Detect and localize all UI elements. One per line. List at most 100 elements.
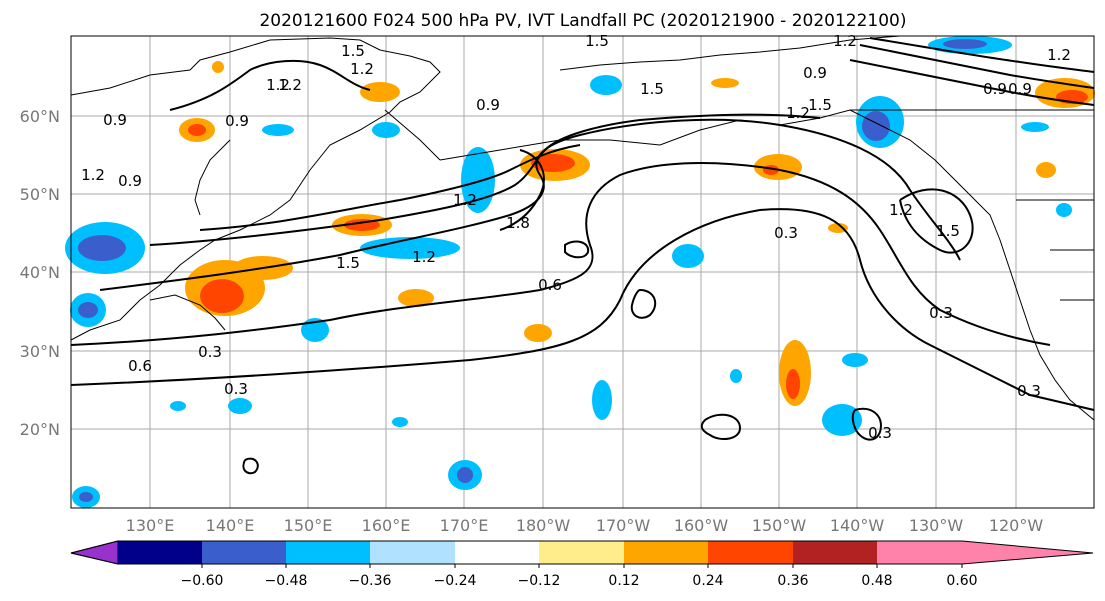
contour-label: 0.3 [1017,382,1041,400]
ivt-negative-blob [862,111,890,141]
contour-closed-small [242,457,259,475]
ivt-negative-blob [372,122,400,138]
ivt-positive-blob [711,78,739,88]
ivt-negative-blob [672,244,704,268]
ivt-negative-blob [457,467,473,483]
colorbar-min-extension [70,540,119,565]
contour-0-3 [70,208,1095,411]
contour-0-6 [70,162,1051,346]
ivt-positive-blob [360,82,400,102]
contour-1-2-north [169,59,371,111]
ivt-negative-blob [392,417,408,427]
ivt-negative-blob [78,302,98,318]
contour-label: 1.5 [936,222,960,240]
colorbar-segment [286,541,370,564]
contour-label: 1.5 [585,32,609,50]
contour-label: 1.2 [412,248,436,266]
ivt-negative-blob [943,39,987,49]
colorbar-segment [455,541,539,564]
colorbar-segment [370,541,455,564]
contour-label: 0.3 [774,224,798,242]
contour-1-2 [149,113,821,246]
ivt-negative-blob [78,235,126,261]
colorbar-tick-label: −0.24 [434,573,477,589]
contour-label: 1.5 [336,254,360,272]
ivt-positive-blob [828,223,848,233]
contour-label: 0.6 [128,357,152,375]
contour-label: 1.2 [1047,46,1071,64]
contour-1-2-northeast [859,44,1095,89]
colorbar-tick-label: 0.24 [692,573,723,589]
colorbar-segment [539,541,624,564]
latitude-labels: 60°N 50°N 40°N 30°N 20°N [20,107,60,439]
japan-coastline [149,294,226,331]
colorbar-segment [877,541,962,564]
pv-contours [70,37,1095,475]
contour-label: 0.9 [103,111,127,129]
ivt-negative-blob [262,124,294,136]
colorbar-tick-label: 0.48 [861,573,892,589]
ivt-positive-blob [212,61,224,73]
colorbar-segment [202,541,286,564]
contour-label: 0.9 [983,80,1007,98]
contour-label: 1.5 [341,42,365,60]
contour-label: 1.2 [786,104,810,122]
contour-label: 1.2 [833,32,857,50]
political-borders [850,109,1094,301]
colorbar-tick-label: −0.48 [265,573,308,589]
ivt-negative-blob [842,353,868,367]
contour-closed-small [630,289,657,319]
coastlines [70,35,1095,421]
map-frame [70,35,1095,509]
contour-label: 1.8 [506,214,530,232]
lon-label: 150°E [284,516,333,535]
asia-coastline [70,37,441,341]
colorbar-tick-label: −0.60 [181,573,224,589]
north-america-coastline [439,109,1095,421]
contour-label: 0.3 [868,424,892,442]
ivt-negative-blob [730,369,742,383]
sakhalin-coastline [194,139,231,216]
contour-label: 1.2 [266,76,290,94]
contour-label: 1.5 [808,96,832,114]
ivt-negative-blob [360,237,460,259]
contour-label: 0.9 [118,172,142,190]
ivt-positive-blob [200,279,244,313]
ivt-negative-blob [822,404,862,436]
lon-label: 150°W [752,516,807,535]
ivt-positive-blob [524,324,552,342]
contour-label: 0.9 [476,96,500,114]
ivt-positive-blob [188,124,206,136]
lat-label: 40°N [20,263,60,282]
lat-label: 50°N [20,185,60,204]
colorbar-tick-label: −0.12 [518,573,561,589]
colorbar-segment [793,541,877,564]
lon-label: 170°W [596,516,651,535]
ivt-positive-blob [786,369,800,399]
contour-labels: 1.5 1.2 1.5 1.2 0.9 0.9 1.2 1.5 1.5 0.9 … [81,32,1071,442]
lon-label: 160°E [362,516,411,535]
contour-label: 1.2 [350,60,374,78]
contour-label: 1.2 [278,76,302,94]
contour-1-5-east [899,188,974,254]
colorbar-ticks [201,564,963,568]
lon-label: 140°E [206,516,255,535]
longitude-labels: 130°E 140°E 150°E 160°E 170°E 180°W 170°… [126,516,1044,535]
lon-label: 130°E [126,516,175,535]
ivt-negative-blob [590,75,622,95]
colorbar-tick-label: 0.12 [608,573,639,589]
lon-label: 140°W [830,516,885,535]
lon-label: 170°E [440,516,489,535]
lon-label: 120°W [989,516,1044,535]
lat-label: 60°N [20,107,60,126]
ivt-negative-blob [1021,122,1049,132]
map-panel: 1.5 1.2 1.5 1.2 0.9 0.9 1.2 1.5 1.5 0.9 … [65,32,1095,509]
contour-label: 1.2 [453,191,477,209]
figure-title: 2020121600 F024 500 hPa PV, IVT Landfall… [259,11,906,31]
colorbar: −0.60 −0.48 −0.36 −0.24 −0.12 0.12 0.24 … [70,540,1094,589]
ivt-negative-blob [1056,203,1072,217]
contour-label: 0.3 [929,304,953,322]
colorbar-max-extension [962,541,1093,564]
lat-label: 20°N [20,420,60,439]
